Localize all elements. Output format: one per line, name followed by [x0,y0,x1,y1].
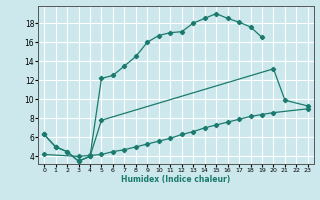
X-axis label: Humidex (Indice chaleur): Humidex (Indice chaleur) [121,175,231,184]
